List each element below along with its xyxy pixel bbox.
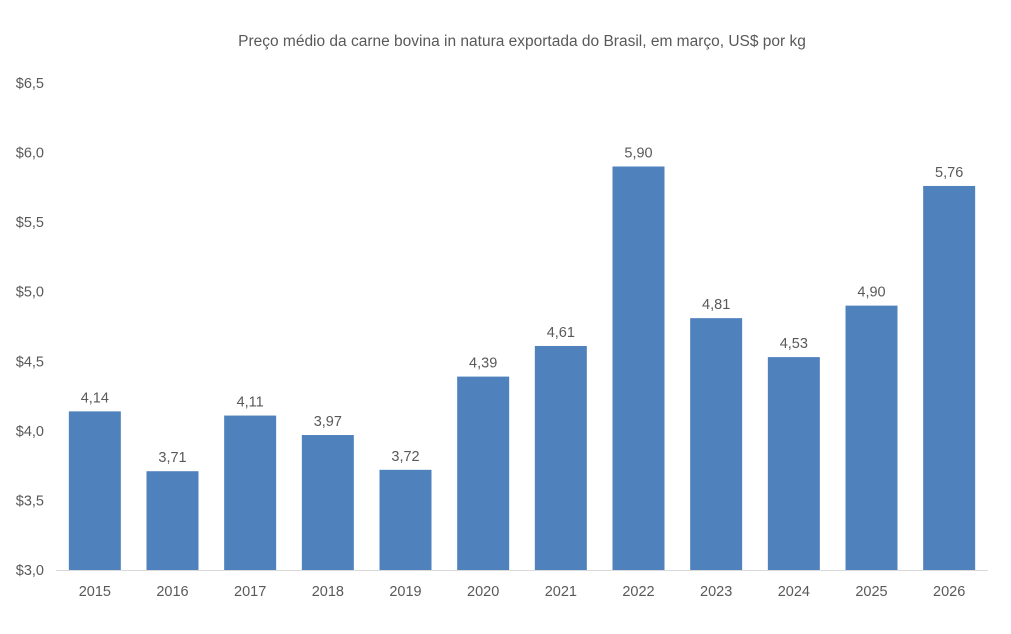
data-label: 3,72 [391,449,419,465]
data-label: 4,81 [702,297,730,313]
x-tick-label: 2018 [312,584,344,600]
y-tick-label: $5,5 [16,215,44,231]
x-tick-label: 2026 [933,584,965,600]
x-tick-label: 2016 [156,584,188,600]
y-tick-label: $5,0 [16,285,44,301]
x-tick-label: 2019 [389,584,421,600]
data-label: 4,53 [780,336,808,352]
bar-2018 [301,435,354,570]
x-axis: 2015 2016 2017 2018 2019 2020 2021 2022 2023 2024… [79,584,966,600]
x-tick-label: 2024 [778,584,810,600]
y-tick-label: $6,0 [16,146,44,162]
bar-2022 [612,166,665,570]
bar-2020 [457,376,510,570]
bar-2016 [146,471,199,570]
x-tick-label: 2022 [622,584,654,600]
data-label: 5,76 [935,165,963,181]
data-label: 4,61 [547,325,575,341]
y-tick-label: $4,0 [16,424,44,440]
bar-2026 [923,185,976,571]
data-label: 4,39 [469,356,497,372]
bar-2024 [767,357,820,570]
y-tick-label: $3,0 [16,563,44,579]
y-tick-label: $3,5 [16,493,44,509]
bar-2025 [845,305,898,570]
bars: 4,14 3,71 4,11 3,97 3,72 4,39 4,61 5,90 4,81 4,53… [68,145,976,571]
x-tick-label: 2025 [855,584,887,600]
bar-2023 [690,318,743,570]
x-tick-label: 2023 [700,584,732,600]
data-label: 4,14 [81,390,109,406]
x-tick-label: 2017 [234,584,266,600]
y-axis: $3,0 $3,5 $4,0 $4,5 $5,0 $5,5 $6,0 $6,5 [16,76,44,579]
data-label: 4,11 [237,395,264,411]
data-label: 4,90 [857,285,885,301]
x-tick-label: 2021 [545,584,577,600]
y-tick-label: $6,5 [16,76,44,92]
chart-title: Preço médio da carne bovina in natura ex… [238,33,806,50]
data-label: 3,71 [158,450,186,466]
x-tick-label: 2020 [467,584,499,600]
bar-2017 [224,415,277,570]
x-tick-label: 2015 [79,584,111,600]
bar-2019 [379,469,432,570]
bar-2021 [534,345,587,570]
bar-2015 [68,411,121,570]
data-label: 3,97 [314,414,342,430]
y-tick-label: $4,5 [16,354,44,370]
data-label: 5,90 [624,145,652,161]
